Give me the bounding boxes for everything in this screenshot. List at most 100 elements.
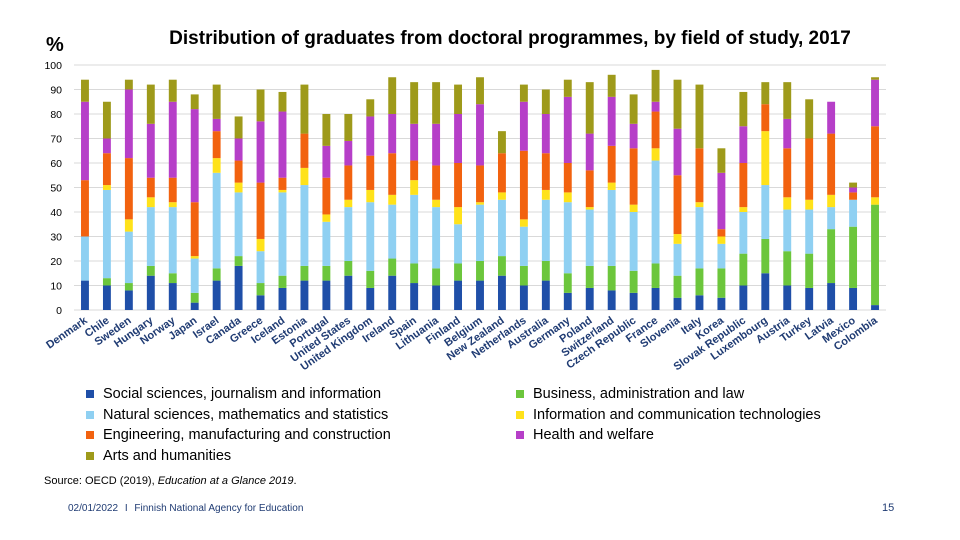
bar-segment-natural	[278, 192, 287, 276]
bar-segment-ict	[212, 158, 221, 173]
bar-segment-ict	[585, 207, 594, 210]
legend-swatch-business	[516, 390, 524, 399]
bar-segment-engineering	[849, 192, 858, 200]
y-tick-label: 90	[50, 85, 62, 97]
bar-segment-health	[322, 145, 331, 178]
bar-segment-natural	[585, 209, 594, 266]
bar-segment-health	[629, 123, 638, 149]
bar-segment-business	[300, 265, 309, 281]
bar-segment-social	[629, 292, 638, 310]
bar-segment-business	[146, 265, 155, 276]
bar-segment-social	[519, 285, 528, 310]
bar-segment-engineering	[585, 170, 594, 208]
bar-segment-business	[585, 265, 594, 288]
bar-segment-natural	[190, 258, 199, 293]
bar-segment-arts	[102, 101, 111, 139]
bar-segment-natural	[541, 199, 550, 261]
bar-segment-ict	[629, 204, 638, 212]
legend-item-social: Social sciences, journalism and informat…	[86, 384, 391, 405]
bar-segment-natural	[212, 172, 221, 269]
footer-org: Finnish National Agency for Education	[134, 503, 304, 514]
bar-segment-social	[168, 283, 177, 310]
bar-segment-social	[563, 292, 572, 310]
bar-segment-engineering	[563, 163, 572, 193]
source-note: Source: OECD (2019), Education at a Glan…	[44, 475, 297, 487]
bar-segment-ict	[783, 197, 792, 210]
bar-segment-arts	[519, 84, 528, 102]
bar-segment-engineering	[519, 150, 528, 220]
bar-segment-ict	[454, 207, 463, 225]
bar-segment-business	[761, 238, 770, 274]
bar-segment-ict	[234, 182, 243, 193]
footer-separator: I	[124, 503, 128, 514]
bar-segment-social	[871, 305, 879, 310]
legend-item-engineering: Engineering, manufacturing and construct…	[86, 425, 391, 446]
bar-segment-social	[783, 285, 792, 310]
bar-segment-business	[783, 251, 792, 286]
bar-segment-arts	[388, 77, 397, 114]
bar-segment-business	[278, 275, 287, 288]
bar-segment-ict	[651, 148, 660, 161]
bar-segment-social	[102, 285, 111, 310]
bar-segment-engineering	[739, 163, 748, 208]
bar-segment-ict	[607, 182, 616, 190]
y-tick-label: 10	[50, 281, 62, 293]
bar-segment-engineering	[497, 153, 506, 193]
bar-segment-natural	[739, 212, 748, 254]
bar-segment-ict	[256, 238, 265, 252]
bar-segment-ict	[366, 189, 375, 203]
bar-segment-social	[673, 297, 682, 310]
bar-segment-arts	[124, 79, 133, 90]
bar-segment-arts	[81, 79, 89, 102]
bar-segment-business	[563, 273, 572, 293]
bar-segment-engineering	[476, 165, 484, 203]
bar-segment-arts	[607, 74, 616, 97]
source-title: Education at a Glance 2019	[157, 475, 294, 487]
bar-segment-arts	[344, 114, 353, 141]
bar-segment-arts	[805, 99, 814, 139]
bar-segment-ict	[519, 219, 528, 227]
bar-segment-ict	[739, 207, 748, 212]
bar-segment-social	[190, 302, 199, 310]
bar-segment-business	[519, 265, 528, 286]
bar-segment-arts	[783, 82, 792, 119]
page-number: 15	[882, 502, 895, 514]
bar-segment-natural	[344, 207, 353, 261]
bar-segment-arts	[739, 91, 748, 127]
bar-segment-business	[366, 270, 375, 288]
bar-segment-engineering	[695, 148, 704, 203]
bar-segment-business	[497, 256, 506, 276]
legend-left: Social sciences, journalism and informat…	[86, 384, 391, 466]
y-tick-label: 30	[50, 232, 62, 244]
bar-segment-social	[497, 275, 506, 310]
bar-segment-business	[541, 261, 550, 281]
bar-segment-engineering	[761, 104, 770, 132]
bar-segment-arts	[454, 84, 463, 114]
bar-segment-ict	[476, 202, 484, 205]
bar-segment-engineering	[607, 145, 616, 183]
bar-segment-engineering	[410, 160, 419, 181]
bar-segment-health	[541, 114, 550, 154]
bar-segment-health	[410, 123, 419, 161]
bar-segment-ict	[102, 185, 111, 190]
bar-segment-engineering	[300, 133, 309, 168]
bar-segment-arts	[476, 77, 484, 105]
bar-segment-business	[102, 278, 111, 286]
bar-segment-engineering	[805, 138, 814, 200]
footer: 02/01/2022 I Finnish National Agency for…	[68, 503, 303, 514]
bar-segment-health	[432, 123, 441, 166]
bar-segment-arts	[190, 94, 199, 110]
bar-segment-engineering	[827, 133, 836, 195]
bar-segment-business	[651, 263, 660, 288]
bar-segment-arts	[300, 84, 309, 134]
bar-segment-ict	[432, 199, 441, 208]
bar-segment-health	[607, 96, 616, 146]
y-tick-label: 70	[50, 134, 62, 146]
bar-segment-ict	[805, 199, 814, 210]
bar-segment-natural	[827, 207, 836, 230]
bar-segment-health	[717, 172, 726, 230]
bar-segment-engineering	[651, 111, 660, 149]
bar-segment-health	[102, 138, 111, 154]
bar-segment-engineering	[541, 153, 550, 190]
bar-segment-arts	[651, 69, 660, 102]
